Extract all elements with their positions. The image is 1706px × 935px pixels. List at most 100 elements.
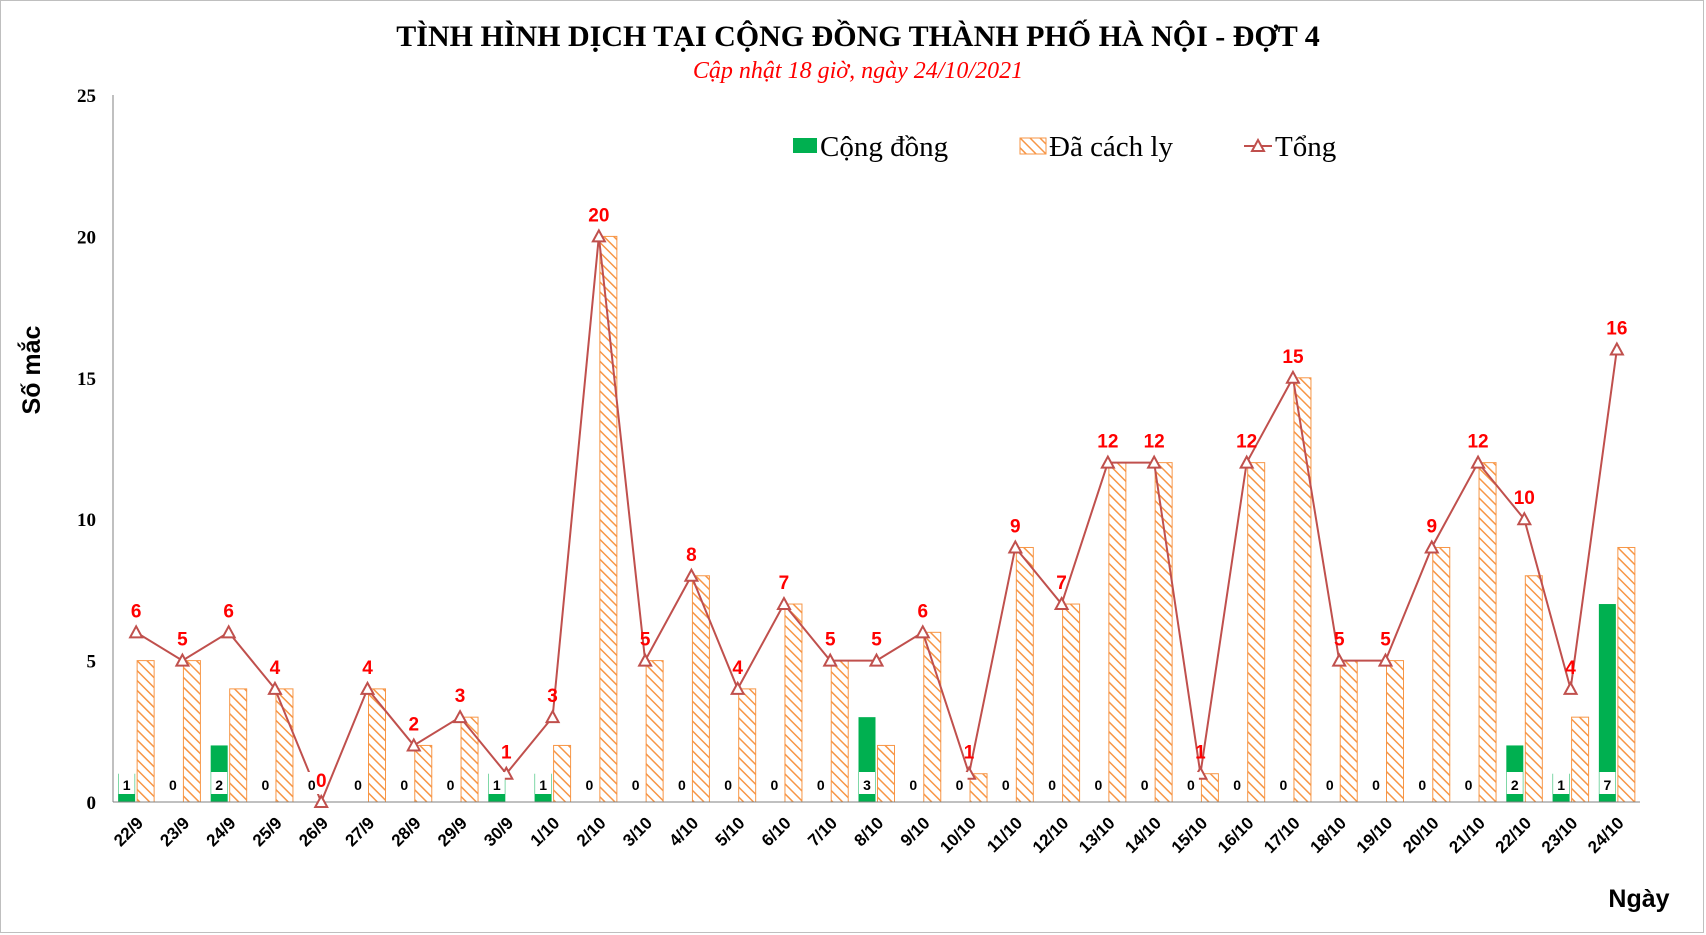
x-tick-label: 27/9 (341, 813, 378, 850)
x-tick-label: 1/10 (527, 813, 564, 850)
community-label-box (535, 772, 552, 794)
community-label-box (997, 772, 1014, 794)
total-label: 7 (779, 573, 790, 594)
legend-swatch-community (793, 138, 817, 153)
community-label: 0 (1372, 777, 1380, 793)
total-marker (1609, 341, 1625, 356)
x-tick-label: 14/10 (1121, 813, 1165, 857)
total-label: 4 (270, 658, 281, 679)
quarantined-bar (1571, 716, 1590, 803)
community-label: 0 (632, 777, 640, 793)
quarantined-bar (1432, 546, 1451, 803)
total-label: 16 (1606, 319, 1627, 340)
x-tick-label: 29/9 (434, 813, 471, 850)
quarantined-bar (1062, 603, 1081, 803)
data-labels: 1 0 2 0 0 0 0 0 1 1 0 0 0 0 0 0 3 0 0 0 0 0 0 0 0 0 0 0 0 0 2 1 76564042… (118, 205, 1627, 794)
x-tick-label: 13/10 (1075, 813, 1119, 857)
community-label: 0 (585, 777, 593, 793)
x-tick-label: 11/10 (983, 813, 1026, 856)
total-label: 12 (1236, 432, 1257, 453)
community-label: 0 (1280, 777, 1288, 793)
total-label: 5 (1380, 630, 1391, 651)
total-label: 3 (455, 686, 466, 707)
quarantined-bar (645, 660, 664, 803)
total-marker (1516, 511, 1533, 526)
community-label: 0 (724, 777, 732, 793)
total-label: 8 (686, 545, 697, 566)
x-tick-label: 12/10 (1029, 813, 1073, 857)
community-label-box (627, 772, 644, 794)
quarantined-bar (1108, 462, 1127, 803)
community-label-box (673, 772, 690, 794)
x-tick-label: 15/10 (1168, 813, 1212, 857)
total-label: 12 (1144, 432, 1165, 453)
legend-swatch-quarantined (1019, 137, 1047, 155)
quarantined-bar (368, 688, 386, 803)
community-label-box (951, 772, 968, 794)
total-label: 5 (640, 630, 651, 651)
total-label: 9 (1426, 516, 1437, 537)
community-label-box (396, 772, 413, 794)
community-label-box (905, 772, 922, 794)
total-marker (1331, 652, 1347, 667)
total-label: 4 (362, 658, 373, 679)
chart-title: TÌNH HÌNH DỊCH TẠI CỘNG ĐỒNG THÀNH PHỐ H… (396, 19, 1319, 53)
community-label-box (442, 772, 459, 794)
total-label: 20 (588, 205, 609, 226)
x-tick-label: 19/10 (1353, 813, 1397, 857)
quarantined-bar (1339, 660, 1358, 803)
total-label: 2 (408, 714, 419, 735)
total-marker (915, 624, 931, 639)
x-tick-label: 20/10 (1399, 813, 1443, 857)
x-tick-label: 4/10 (665, 813, 702, 850)
quarantined-bar (275, 688, 294, 803)
community-label: 1 (1557, 777, 1565, 793)
total-marker (174, 652, 191, 667)
legend-label-community: Cộng đồng (820, 131, 948, 163)
community-label: 0 (771, 777, 779, 793)
total-marker (776, 595, 792, 611)
community-label: 0 (678, 777, 686, 793)
community-label-box (257, 772, 274, 794)
quarantined-bar (553, 744, 572, 803)
total-label: 4 (1565, 658, 1576, 679)
community-label: 0 (909, 777, 917, 793)
x-tick-label: 9/10 (897, 813, 934, 850)
x-tick-label: 23/9 (156, 813, 193, 850)
total-marker (637, 652, 653, 667)
total-label: 1 (964, 743, 975, 764)
x-tick-label: 3/10 (619, 813, 656, 850)
total-label: 1 (1195, 743, 1206, 764)
y-axis: 0 5 10 15 20 25 (77, 86, 114, 814)
quarantined-bar (877, 744, 895, 803)
quarantined-bar (738, 688, 757, 803)
community-label: 0 (1048, 777, 1056, 793)
total-label: 5 (1334, 630, 1345, 651)
community-label: 0 (400, 777, 408, 793)
x-tick-label: 7/10 (804, 813, 841, 850)
community-label-box (1229, 772, 1246, 794)
x-tick-label: 5/10 (712, 813, 749, 850)
legend-label-quarantined: Đã cách ly (1049, 131, 1173, 163)
community-label: 3 (863, 777, 871, 793)
community-label-box (303, 772, 320, 794)
quarantined-bar (1247, 462, 1266, 803)
quarantined-bar (923, 631, 942, 803)
community-label: 7 (1603, 777, 1611, 793)
total-label: 5 (825, 630, 836, 651)
total-marker (868, 652, 885, 667)
community-label: 2 (215, 777, 223, 793)
x-tick-label: 22/9 (110, 813, 147, 850)
community-label-box (350, 772, 366, 794)
community-label: 0 (447, 777, 455, 793)
x-tick-label: 24/9 (203, 813, 240, 850)
total-marker (1238, 454, 1255, 469)
total-marker (1424, 539, 1440, 554)
total-label: 5 (177, 630, 188, 651)
total-marker (267, 680, 283, 695)
x-tick-label: 16/10 (1214, 813, 1258, 857)
quarantined-bar (1478, 462, 1497, 803)
community-label-box (1321, 772, 1338, 794)
total-marker (822, 652, 838, 667)
x-tick-label: 17/10 (1260, 813, 1304, 857)
